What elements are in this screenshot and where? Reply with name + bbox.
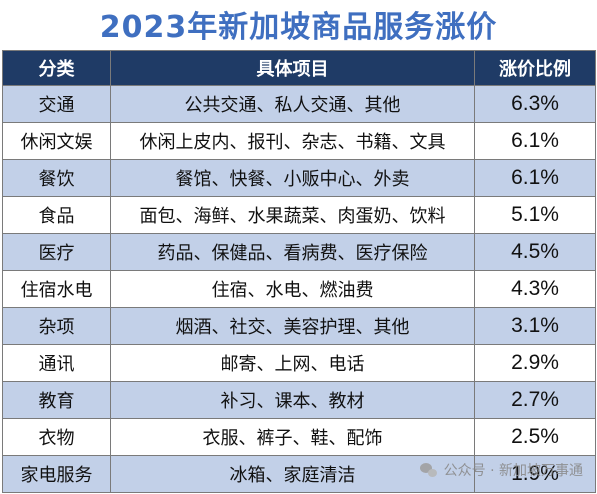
cell-items: 邮寄、上网、电话 [110,344,475,382]
table-row: 餐饮 餐馆、快餐、小贩中心、外卖 6.1% [2,159,596,197]
cell-percentage: 2.9% [474,344,596,382]
cell-items: 面包、海鲜、水果蔬菜、肉蛋奶、饮料 [110,196,475,234]
cell-percentage: 5.1% [474,196,596,234]
cell-percentage: 6.1% [474,159,596,197]
table-row: 衣物 衣服、裤子、鞋、配饰 2.5% [2,418,596,456]
cell-percentage: 4.5% [474,233,596,271]
cell-items: 住宿、水电、燃油费 [110,270,475,308]
cell-items: 公共交通、私人交通、其他 [110,85,475,123]
cell-items: 烟酒、社交、美容护理、其他 [110,307,475,345]
cell-items: 补习、课本、教材 [110,381,475,419]
table-row: 家电服务 冰箱、家庭清洁 1.9% [2,455,596,493]
watermark-text: 公众号 · 新加坡万事通 [443,463,583,479]
watermark: 公众号 · 新加坡万事通 [419,460,583,480]
cell-category: 医疗 [2,233,111,271]
table-row: 休闲文娱 休闲上皮内、报刊、杂志、书籍、文具 6.1% [2,122,596,160]
cell-percentage: 4.3% [474,270,596,308]
cell-items: 衣服、裤子、鞋、配饰 [110,418,475,456]
price-increase-table: 分类 具体项目 涨价比例 交通 公共交通、私人交通、其他 6.3% 休闲文娱 休… [2,50,596,493]
cell-category: 餐饮 [2,159,111,197]
cell-category: 衣物 [2,418,111,456]
table-row: 医疗 药品、保健品、看病费、医疗保险 4.5% [2,233,596,271]
table-row: 通讯 邮寄、上网、电话 2.9% [2,344,596,382]
cell-category: 交通 [2,85,111,123]
cell-category: 杂项 [2,307,111,345]
cell-category: 教育 [2,381,111,419]
cell-category: 住宿水电 [2,270,111,308]
wechat-icon [419,462,438,478]
cell-percentage: 1.9% [474,455,596,493]
table-row: 食品 面包、海鲜、水果蔬菜、肉蛋奶、饮料 5.1% [2,196,596,234]
cell-percentage: 6.3% [474,85,596,123]
header-items: 具体项目 [110,50,475,86]
header-percentage: 涨价比例 [474,50,596,86]
cell-category: 休闲文娱 [2,122,111,160]
table-row: 交通 公共交通、私人交通、其他 6.3% [2,85,596,123]
table-header-row: 分类 具体项目 涨价比例 [2,50,596,86]
table-row: 教育 补习、课本、教材 2.7% [2,381,596,419]
cell-items: 休闲上皮内、报刊、杂志、书籍、文具 [110,122,475,160]
header-category: 分类 [2,50,111,86]
table-row: 杂项 烟酒、社交、美容护理、其他 3.1% [2,307,596,345]
page-title: 2023年新加坡商品服务涨价 [99,10,498,45]
cell-percentage: 2.7% [474,381,596,419]
cell-category: 通讯 [2,344,111,382]
cell-items: 药品、保健品、看病费、医疗保险 [110,233,475,271]
cell-percentage: 6.1% [474,122,596,160]
cell-percentage: 2.5% [474,418,596,456]
cell-items: 餐馆、快餐、小贩中心、外卖 [110,159,475,197]
cell-category: 家电服务 [2,455,111,493]
cell-category: 食品 [2,196,111,234]
table-row: 住宿水电 住宿、水电、燃油费 4.3% [2,270,596,308]
cell-percentage: 3.1% [474,307,596,345]
